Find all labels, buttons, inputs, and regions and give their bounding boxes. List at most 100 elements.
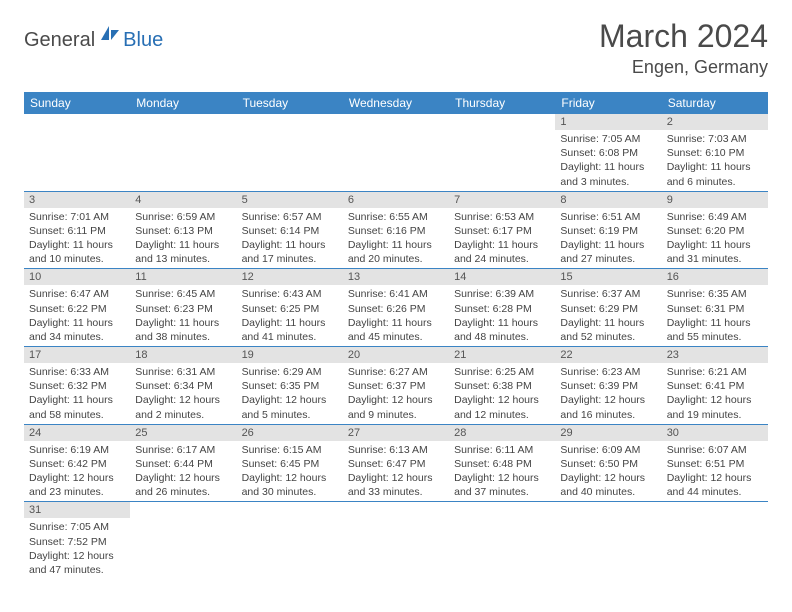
calendar-day-cell: 11Sunrise: 6:45 AMSunset: 6:23 PMDayligh… bbox=[130, 269, 236, 347]
sunrise-text: Sunrise: 6:55 AM bbox=[348, 210, 444, 224]
calendar-week-row: 10Sunrise: 6:47 AMSunset: 6:22 PMDayligh… bbox=[24, 269, 768, 347]
logo-sail-icon bbox=[99, 24, 121, 47]
sunrise-text: Sunrise: 7:05 AM bbox=[29, 520, 125, 534]
day-info: Sunrise: 6:31 AMSunset: 6:34 PMDaylight:… bbox=[130, 363, 236, 424]
day-info: Sunrise: 6:13 AMSunset: 6:47 PMDaylight:… bbox=[343, 441, 449, 502]
day-number: 26 bbox=[237, 425, 343, 441]
sunrise-text: Sunrise: 6:37 AM bbox=[560, 287, 656, 301]
daylight-text: Daylight: 12 hours and 47 minutes. bbox=[29, 549, 125, 577]
calendar-header-row: Sunday Monday Tuesday Wednesday Thursday… bbox=[24, 92, 768, 114]
sunrise-text: Sunrise: 6:21 AM bbox=[667, 365, 763, 379]
calendar-day-cell: 14Sunrise: 6:39 AMSunset: 6:28 PMDayligh… bbox=[449, 269, 555, 347]
day-number: 12 bbox=[237, 269, 343, 285]
calendar-day-cell bbox=[449, 114, 555, 191]
day-number: 19 bbox=[237, 347, 343, 363]
logo-text-general: General bbox=[24, 29, 95, 52]
sunset-text: Sunset: 6:42 PM bbox=[29, 457, 125, 471]
sunrise-text: Sunrise: 6:11 AM bbox=[454, 443, 550, 457]
daylight-text: Daylight: 11 hours and 38 minutes. bbox=[135, 316, 231, 344]
month-title: March 2024 bbox=[599, 18, 768, 55]
calendar-week-row: 1Sunrise: 7:05 AMSunset: 6:08 PMDaylight… bbox=[24, 114, 768, 191]
day-number: 21 bbox=[449, 347, 555, 363]
day-number: 30 bbox=[662, 425, 768, 441]
sunrise-text: Sunrise: 6:13 AM bbox=[348, 443, 444, 457]
title-block: March 2024 Engen, Germany bbox=[599, 18, 768, 78]
sunset-text: Sunset: 6:19 PM bbox=[560, 224, 656, 238]
day-number: 31 bbox=[24, 502, 130, 518]
day-number: 27 bbox=[343, 425, 449, 441]
day-info: Sunrise: 6:37 AMSunset: 6:29 PMDaylight:… bbox=[555, 285, 661, 346]
sunrise-text: Sunrise: 6:43 AM bbox=[242, 287, 338, 301]
day-info: Sunrise: 7:05 AMSunset: 6:08 PMDaylight:… bbox=[555, 130, 661, 191]
day-info: Sunrise: 6:17 AMSunset: 6:44 PMDaylight:… bbox=[130, 441, 236, 502]
sunset-text: Sunset: 6:16 PM bbox=[348, 224, 444, 238]
weekday-header: Tuesday bbox=[237, 92, 343, 114]
daylight-text: Daylight: 11 hours and 20 minutes. bbox=[348, 238, 444, 266]
calendar-day-cell bbox=[237, 114, 343, 191]
day-info: Sunrise: 6:07 AMSunset: 6:51 PMDaylight:… bbox=[662, 441, 768, 502]
calendar-day-cell: 30Sunrise: 6:07 AMSunset: 6:51 PMDayligh… bbox=[662, 424, 768, 502]
day-number: 6 bbox=[343, 192, 449, 208]
sunset-text: Sunset: 6:51 PM bbox=[667, 457, 763, 471]
calendar-week-row: 3Sunrise: 7:01 AMSunset: 6:11 PMDaylight… bbox=[24, 191, 768, 269]
daylight-text: Daylight: 12 hours and 23 minutes. bbox=[29, 471, 125, 499]
daylight-text: Daylight: 11 hours and 24 minutes. bbox=[454, 238, 550, 266]
day-info: Sunrise: 6:35 AMSunset: 6:31 PMDaylight:… bbox=[662, 285, 768, 346]
daylight-text: Daylight: 12 hours and 5 minutes. bbox=[242, 393, 338, 421]
calendar-day-cell bbox=[555, 502, 661, 579]
calendar-body: 1Sunrise: 7:05 AMSunset: 6:08 PMDaylight… bbox=[24, 114, 768, 579]
day-number: 3 bbox=[24, 192, 130, 208]
calendar-day-cell: 27Sunrise: 6:13 AMSunset: 6:47 PMDayligh… bbox=[343, 424, 449, 502]
daylight-text: Daylight: 11 hours and 13 minutes. bbox=[135, 238, 231, 266]
day-number: 25 bbox=[130, 425, 236, 441]
day-info: Sunrise: 6:55 AMSunset: 6:16 PMDaylight:… bbox=[343, 208, 449, 269]
calendar-day-cell: 4Sunrise: 6:59 AMSunset: 6:13 PMDaylight… bbox=[130, 191, 236, 269]
weekday-header: Saturday bbox=[662, 92, 768, 114]
day-info: Sunrise: 6:53 AMSunset: 6:17 PMDaylight:… bbox=[449, 208, 555, 269]
logo: General Blue bbox=[24, 24, 163, 57]
day-info: Sunrise: 6:39 AMSunset: 6:28 PMDaylight:… bbox=[449, 285, 555, 346]
calendar-day-cell: 29Sunrise: 6:09 AMSunset: 6:50 PMDayligh… bbox=[555, 424, 661, 502]
daylight-text: Daylight: 12 hours and 33 minutes. bbox=[348, 471, 444, 499]
sunrise-text: Sunrise: 6:41 AM bbox=[348, 287, 444, 301]
sunrise-text: Sunrise: 6:53 AM bbox=[454, 210, 550, 224]
daylight-text: Daylight: 11 hours and 55 minutes. bbox=[667, 316, 763, 344]
calendar-day-cell: 22Sunrise: 6:23 AMSunset: 6:39 PMDayligh… bbox=[555, 347, 661, 425]
calendar-day-cell: 9Sunrise: 6:49 AMSunset: 6:20 PMDaylight… bbox=[662, 191, 768, 269]
calendar-day-cell: 17Sunrise: 6:33 AMSunset: 6:32 PMDayligh… bbox=[24, 347, 130, 425]
day-number: 5 bbox=[237, 192, 343, 208]
sunset-text: Sunset: 6:26 PM bbox=[348, 302, 444, 316]
calendar-day-cell bbox=[343, 502, 449, 579]
calendar-day-cell: 28Sunrise: 6:11 AMSunset: 6:48 PMDayligh… bbox=[449, 424, 555, 502]
day-info: Sunrise: 6:59 AMSunset: 6:13 PMDaylight:… bbox=[130, 208, 236, 269]
sunset-text: Sunset: 6:34 PM bbox=[135, 379, 231, 393]
sunrise-text: Sunrise: 7:03 AM bbox=[667, 132, 763, 146]
day-info: Sunrise: 6:43 AMSunset: 6:25 PMDaylight:… bbox=[237, 285, 343, 346]
day-number: 9 bbox=[662, 192, 768, 208]
day-number: 20 bbox=[343, 347, 449, 363]
day-number: 14 bbox=[449, 269, 555, 285]
sunset-text: Sunset: 6:48 PM bbox=[454, 457, 550, 471]
daylight-text: Daylight: 11 hours and 31 minutes. bbox=[667, 238, 763, 266]
day-number: 4 bbox=[130, 192, 236, 208]
sunset-text: Sunset: 6:38 PM bbox=[454, 379, 550, 393]
sunset-text: Sunset: 6:11 PM bbox=[29, 224, 125, 238]
sunset-text: Sunset: 6:50 PM bbox=[560, 457, 656, 471]
sunset-text: Sunset: 6:20 PM bbox=[667, 224, 763, 238]
day-info: Sunrise: 6:15 AMSunset: 6:45 PMDaylight:… bbox=[237, 441, 343, 502]
sunrise-text: Sunrise: 6:31 AM bbox=[135, 365, 231, 379]
calendar-day-cell: 13Sunrise: 6:41 AMSunset: 6:26 PMDayligh… bbox=[343, 269, 449, 347]
daylight-text: Daylight: 11 hours and 10 minutes. bbox=[29, 238, 125, 266]
day-info: Sunrise: 6:45 AMSunset: 6:23 PMDaylight:… bbox=[130, 285, 236, 346]
day-number: 28 bbox=[449, 425, 555, 441]
calendar-day-cell: 7Sunrise: 6:53 AMSunset: 6:17 PMDaylight… bbox=[449, 191, 555, 269]
day-number: 2 bbox=[662, 114, 768, 130]
day-info: Sunrise: 6:27 AMSunset: 6:37 PMDaylight:… bbox=[343, 363, 449, 424]
sunrise-text: Sunrise: 6:59 AM bbox=[135, 210, 231, 224]
day-number: 24 bbox=[24, 425, 130, 441]
calendar-day-cell bbox=[662, 502, 768, 579]
daylight-text: Daylight: 11 hours and 27 minutes. bbox=[560, 238, 656, 266]
day-info: Sunrise: 7:01 AMSunset: 6:11 PMDaylight:… bbox=[24, 208, 130, 269]
sunset-text: Sunset: 6:10 PM bbox=[667, 146, 763, 160]
daylight-text: Daylight: 11 hours and 41 minutes. bbox=[242, 316, 338, 344]
